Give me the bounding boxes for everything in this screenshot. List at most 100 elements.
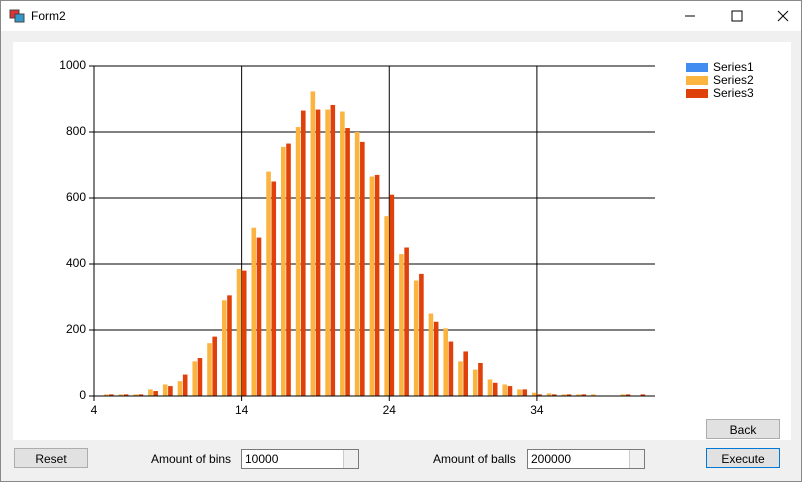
bar bbox=[507, 386, 513, 396]
bar bbox=[581, 394, 587, 396]
legend-swatch bbox=[686, 89, 708, 98]
x-tick-label: 34 bbox=[530, 403, 544, 417]
bar bbox=[458, 361, 463, 396]
bar bbox=[389, 194, 395, 396]
bar bbox=[522, 389, 528, 396]
bar bbox=[236, 268, 242, 396]
y-tick-label: 600 bbox=[66, 190, 86, 204]
bar bbox=[295, 127, 301, 397]
bar bbox=[148, 389, 153, 396]
bar bbox=[221, 300, 227, 396]
bar bbox=[266, 171, 271, 396]
bar bbox=[192, 361, 198, 396]
close[interactable] bbox=[777, 10, 789, 22]
bar bbox=[281, 146, 286, 396]
bar bbox=[546, 393, 552, 396]
bar bbox=[640, 394, 646, 396]
bar bbox=[433, 321, 439, 396]
y-tick-label: 400 bbox=[66, 256, 86, 270]
bar bbox=[502, 384, 508, 396]
y-tick-label: 1000 bbox=[59, 58, 86, 72]
bar bbox=[443, 328, 449, 396]
bar bbox=[300, 110, 306, 397]
bar bbox=[168, 386, 173, 396]
balls-value: 200000 bbox=[531, 452, 572, 466]
bar bbox=[109, 394, 114, 396]
bar bbox=[369, 176, 375, 396]
app-icon bbox=[9, 9, 25, 23]
bar bbox=[256, 237, 262, 396]
bar bbox=[177, 381, 183, 396]
reset-button[interactable]: Reset bbox=[14, 448, 88, 468]
execute-button[interactable]: Execute bbox=[706, 448, 780, 468]
x-tick-label: 24 bbox=[383, 403, 397, 417]
bar bbox=[472, 369, 478, 396]
title-bar: Form2 bbox=[1, 1, 801, 31]
bar bbox=[271, 181, 277, 396]
bar bbox=[340, 111, 345, 396]
bar bbox=[153, 391, 158, 396]
bar bbox=[118, 394, 124, 396]
window-title: Form2 bbox=[31, 9, 66, 23]
bar bbox=[551, 394, 557, 396]
bar bbox=[404, 247, 409, 396]
bar bbox=[492, 382, 498, 396]
bar bbox=[413, 280, 419, 396]
bins-label: Amount of bins bbox=[151, 452, 232, 466]
bar bbox=[537, 394, 542, 396]
bar bbox=[103, 394, 109, 396]
bar bbox=[315, 109, 321, 396]
bar bbox=[419, 273, 424, 396]
bar bbox=[212, 336, 218, 396]
bins-value: 10000 bbox=[245, 452, 279, 466]
bar bbox=[197, 358, 203, 396]
bar bbox=[566, 394, 572, 396]
spinner[interactable] bbox=[629, 450, 644, 468]
legend-label: Series3 bbox=[713, 86, 754, 100]
bar bbox=[325, 109, 330, 396]
bar bbox=[620, 394, 626, 396]
window-controls[interactable] bbox=[661, 1, 801, 31]
chart: 0 200 400 600 800 1000 4 14 24 34 Series1Series2Se… bbox=[13, 42, 791, 440]
y-tick-label: 0 bbox=[79, 388, 86, 402]
bar bbox=[591, 394, 596, 396]
bar bbox=[251, 227, 257, 396]
bar bbox=[138, 394, 144, 396]
bar bbox=[463, 351, 468, 396]
bar bbox=[576, 394, 581, 396]
bar bbox=[478, 363, 483, 396]
balls-input[interactable]: 200000 bbox=[527, 449, 645, 469]
bar bbox=[162, 384, 168, 396]
legend-label: Series1 bbox=[713, 60, 754, 74]
x-tick-label: 14 bbox=[235, 403, 249, 417]
y-tick-label: 800 bbox=[66, 124, 86, 138]
bar bbox=[286, 143, 291, 396]
back-button[interactable]: Back bbox=[706, 419, 780, 439]
bins-input[interactable]: 10000 bbox=[241, 449, 359, 469]
bar bbox=[182, 374, 188, 396]
bar bbox=[561, 394, 567, 396]
maximize[interactable] bbox=[731, 10, 743, 22]
bar bbox=[241, 270, 247, 396]
bar bbox=[399, 254, 404, 396]
bar bbox=[207, 343, 212, 396]
bar bbox=[428, 313, 434, 396]
bar bbox=[360, 141, 365, 396]
bar bbox=[517, 389, 522, 396]
balls-label: Amount of balls bbox=[433, 452, 516, 466]
bar bbox=[374, 174, 380, 396]
x-tick-label: 4 bbox=[91, 403, 98, 417]
bar bbox=[123, 394, 129, 396]
bar bbox=[227, 295, 232, 396]
bar bbox=[448, 341, 454, 396]
y-tick-label: 200 bbox=[66, 322, 86, 336]
bar bbox=[354, 132, 360, 396]
spinner[interactable] bbox=[343, 450, 358, 468]
bar bbox=[625, 394, 631, 396]
bar bbox=[330, 104, 336, 396]
bar bbox=[487, 379, 493, 396]
bar bbox=[531, 392, 537, 396]
bar bbox=[345, 128, 350, 396]
bar bbox=[384, 216, 389, 396]
legend-label: Series2 bbox=[713, 73, 754, 87]
